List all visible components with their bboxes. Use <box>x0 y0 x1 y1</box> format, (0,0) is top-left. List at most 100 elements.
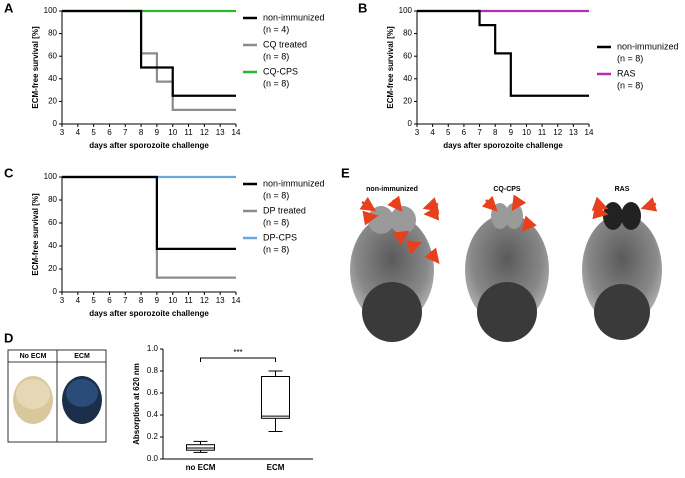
y-axis-title: ECM-free survival [%] <box>386 26 395 109</box>
legend-label: non-immunized <box>617 41 679 51</box>
x-tick-label: no ECM <box>186 463 216 472</box>
panel-label: E <box>341 165 350 180</box>
x-tick-label: 9 <box>155 296 160 305</box>
y-tick-label: 60 <box>403 51 412 60</box>
x-tick-label: 12 <box>200 128 209 137</box>
legend-label: non-immunized <box>263 178 325 188</box>
y-tick-label: 20 <box>403 97 412 106</box>
legend-note: (n = 8) <box>263 51 289 61</box>
x-tick-label: 8 <box>493 128 498 137</box>
x-tick-label: 14 <box>232 128 241 137</box>
legend-note: (n = 8) <box>263 78 289 88</box>
x-tick-label: 8 <box>139 296 144 305</box>
photo-panel <box>7 349 107 443</box>
y-tick-label: 0 <box>53 287 58 296</box>
mri-images <box>350 194 662 342</box>
mri-label: CQ-CPS <box>493 186 521 193</box>
x-tick-label: 8 <box>139 128 144 137</box>
survival-line <box>62 9 236 97</box>
legend-note: (n = 4) <box>263 24 289 34</box>
x-tick-label: 14 <box>585 128 594 137</box>
y-axis-title: ECM-free survival [%] <box>31 193 40 276</box>
y-tick-label: 0 <box>408 119 413 128</box>
x-tick-label: 13 <box>216 296 225 305</box>
x-tick-label: 13 <box>569 128 578 137</box>
x-tick-label: 10 <box>522 128 531 137</box>
legend-note: (n = 8) <box>263 190 289 200</box>
x-tick-label: 5 <box>91 128 96 137</box>
x-tick-label: 5 <box>446 128 451 137</box>
photo-label: No ECM <box>20 353 47 360</box>
y-tick-label: 100 <box>44 172 58 181</box>
y-tick-label: 40 <box>48 74 57 83</box>
y-tick-label: 60 <box>48 218 57 227</box>
significance-bracket <box>200 357 276 362</box>
x-tick-label: 10 <box>168 296 177 305</box>
x-tick-label: 7 <box>477 128 482 137</box>
x-tick-label: 13 <box>216 128 225 137</box>
x-tick-label: 6 <box>107 128 112 137</box>
x-tick-label: 3 <box>60 128 65 137</box>
y-tick-label: 100 <box>399 6 413 15</box>
x-tick-label: 14 <box>232 296 241 305</box>
y-tick-label: 1.0 <box>147 344 159 353</box>
box <box>186 444 215 451</box>
legend-note: (n = 8) <box>263 244 289 254</box>
x-axis-title: days after sporozoite challenge <box>89 309 209 318</box>
x-tick-label: 11 <box>538 128 547 137</box>
y-axis-title: Absorption at 620 nm <box>132 363 141 445</box>
y-tick-label: 80 <box>48 29 57 38</box>
x-tick-label: 6 <box>107 296 112 305</box>
y-tick-label: 0 <box>53 119 58 128</box>
x-tick-label: 3 <box>60 296 65 305</box>
x-tick-label: 11 <box>184 128 193 137</box>
y-tick-label: 0.2 <box>147 432 159 441</box>
legend-note: (n = 8) <box>617 80 643 90</box>
y-tick-label: 80 <box>403 29 412 38</box>
y-tick-label: 0.0 <box>147 454 159 463</box>
y-tick-label: 0.6 <box>147 388 159 397</box>
y-tick-label: 40 <box>48 241 57 250</box>
x-tick-label: 9 <box>155 128 160 137</box>
x-tick-label: 4 <box>76 296 81 305</box>
mri-label: non-immunized <box>366 186 418 193</box>
x-axis-title: days after sporozoite challenge <box>443 141 563 150</box>
y-tick-label: 20 <box>48 264 57 273</box>
x-tick-label: 3 <box>415 128 420 137</box>
x-tick-label: ECM <box>267 463 285 472</box>
panel-label: A <box>4 0 14 15</box>
legend-label: non-immunized <box>263 12 325 22</box>
y-tick-label: 80 <box>48 195 57 204</box>
x-tick-label: 5 <box>91 296 96 305</box>
x-tick-label: 4 <box>76 128 81 137</box>
y-tick-label: 20 <box>48 97 57 106</box>
y-tick-label: 40 <box>403 74 412 83</box>
x-tick-label: 7 <box>123 128 128 137</box>
survival-line <box>417 9 589 97</box>
legend-label: CQ treated <box>263 39 307 49</box>
significance-label: *** <box>233 348 242 357</box>
x-tick-label: 7 <box>123 296 128 305</box>
x-tick-label: 4 <box>430 128 435 137</box>
y-tick-label: 100 <box>44 6 58 15</box>
y-tick-label: 60 <box>48 51 57 60</box>
panel-label: B <box>358 0 367 15</box>
x-tick-label: 11 <box>184 296 193 305</box>
box <box>261 376 290 419</box>
x-axis-title: days after sporozoite challenge <box>89 141 209 150</box>
x-tick-label: 6 <box>462 128 467 137</box>
x-tick-label: 10 <box>168 128 177 137</box>
survival-line <box>62 175 236 250</box>
legend-label: RAS <box>617 68 636 78</box>
y-axis-title: ECM-free survival [%] <box>31 26 40 109</box>
panel-label: D <box>4 330 13 345</box>
legend-label: DP treated <box>263 205 306 215</box>
legend-note: (n = 8) <box>263 217 289 227</box>
x-tick-label: 12 <box>200 296 209 305</box>
y-tick-label: 0.4 <box>147 410 159 419</box>
y-tick-label: 0.8 <box>147 366 159 375</box>
survival-line <box>62 175 236 279</box>
x-tick-label: 9 <box>509 128 514 137</box>
photo-label: ECM <box>74 353 90 360</box>
